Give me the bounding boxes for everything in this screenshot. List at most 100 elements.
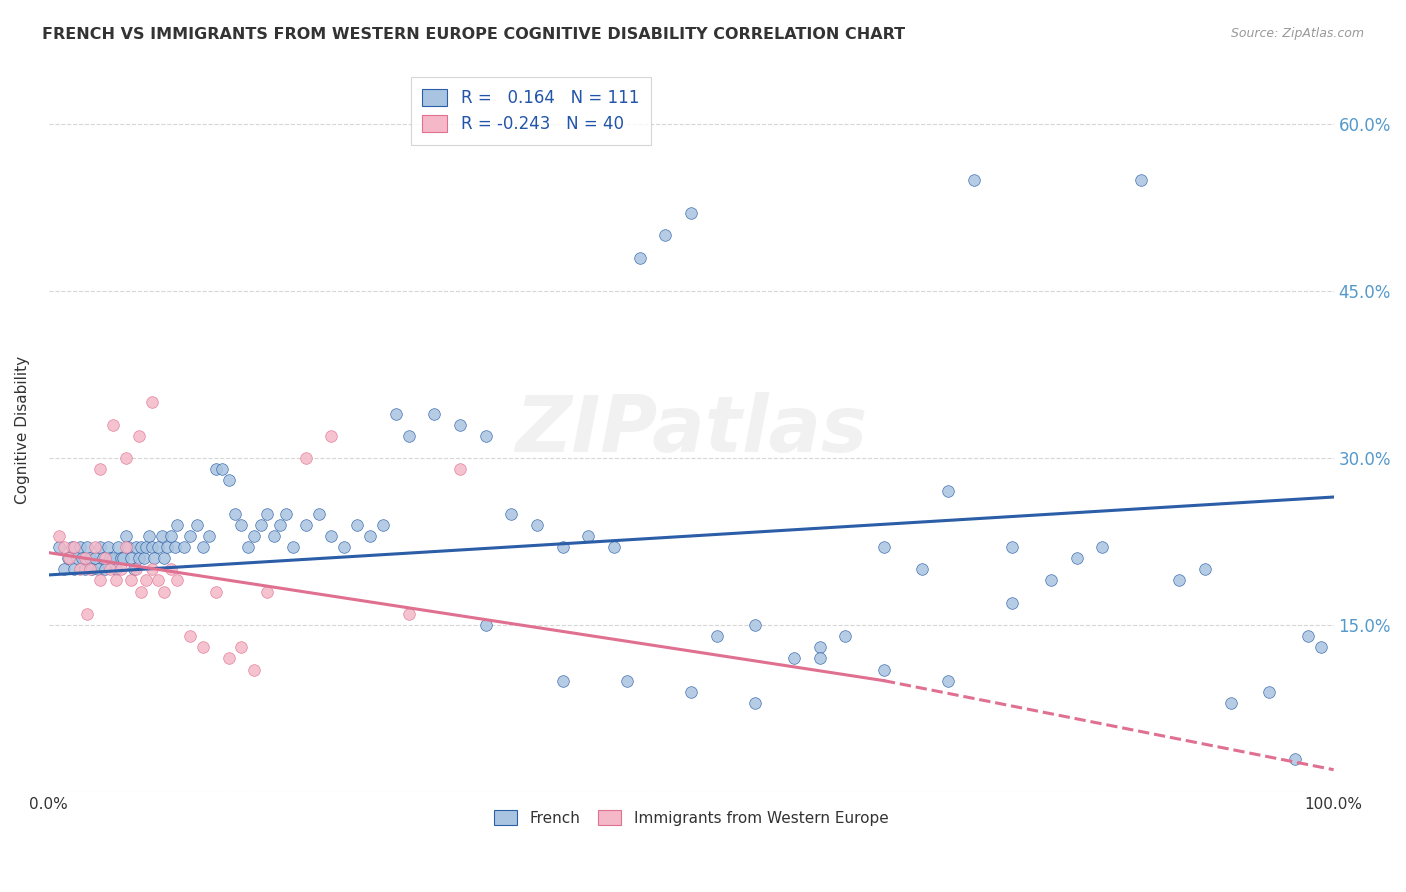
Point [110,551,132,566]
Point [231,517,253,532]
Point [384,407,406,421]
Point [616,673,638,688]
Point [159,529,181,543]
Point [681,206,703,220]
Point [1258,685,1281,699]
Point [141,562,163,576]
Point [117,540,139,554]
Point [76,540,98,554]
Point [163,540,186,554]
Text: FRENCH VS IMMIGRANTS FROM WESTERN EUROPE COGNITIVE DISABILITY CORRELATION CHART: FRENCH VS IMMIGRANTS FROM WESTERN EUROPE… [42,27,905,42]
Point [256,584,278,599]
Point [84,551,107,566]
Point [100,562,122,576]
Point [128,429,150,443]
Point [269,517,291,532]
Point [474,618,496,632]
Point [135,540,157,554]
Point [218,473,240,487]
Point [125,562,148,576]
Point [53,540,76,554]
Point [551,540,574,554]
Point [79,562,101,576]
Point [100,551,122,566]
Point [69,562,91,576]
Point [84,540,107,554]
Point [101,417,124,432]
Point [231,640,253,655]
Point [204,584,226,599]
Point [86,562,108,576]
Point [294,517,316,532]
Point [58,551,80,566]
Point [603,540,626,554]
Point [744,618,766,632]
Point [449,417,471,432]
Point [110,562,132,576]
Point [1066,551,1088,566]
Point [211,462,233,476]
Point [198,529,221,543]
Point [115,540,138,554]
Point [1001,596,1024,610]
Point [398,607,420,621]
Point [263,529,285,543]
Legend: French, Immigrants from Western Europe: French, Immigrants from Western Europe [485,801,897,835]
Point [1194,562,1216,576]
Y-axis label: Cognitive Disability: Cognitive Disability [15,356,30,504]
Point [120,574,142,588]
Point [1129,173,1152,187]
Point [141,395,163,409]
Point [936,484,959,499]
Point [654,228,676,243]
Point [204,462,226,476]
Point [60,540,83,554]
Point [159,562,181,576]
Point [551,673,574,688]
Point [89,540,111,554]
Point [191,640,214,655]
Point [1001,540,1024,554]
Point [808,640,831,655]
Point [104,574,127,588]
Point [146,540,169,554]
Point [911,562,934,576]
Point [276,507,298,521]
Point [321,429,343,443]
Point [94,562,117,576]
Point [146,574,169,588]
Point [66,551,89,566]
Point [783,651,806,665]
Point [73,551,96,566]
Point [153,551,176,566]
Point [125,540,148,554]
Point [628,251,651,265]
Point [97,540,120,554]
Point [179,529,201,543]
Point [112,551,135,566]
Point [744,696,766,710]
Point [73,562,96,576]
Point [48,529,70,543]
Point [166,517,188,532]
Point [153,584,176,599]
Point [48,540,70,554]
Point [249,517,271,532]
Point [89,462,111,476]
Point [132,551,155,566]
Point [166,574,188,588]
Point [526,517,548,532]
Point [1168,574,1191,588]
Point [76,607,98,621]
Point [156,540,179,554]
Point [70,551,93,566]
Point [63,540,86,554]
Point [129,540,152,554]
Point [1284,751,1306,765]
Point [191,540,214,554]
Point [56,551,79,566]
Point [89,574,111,588]
Point [120,551,142,566]
Point [1296,629,1319,643]
Point [576,529,599,543]
